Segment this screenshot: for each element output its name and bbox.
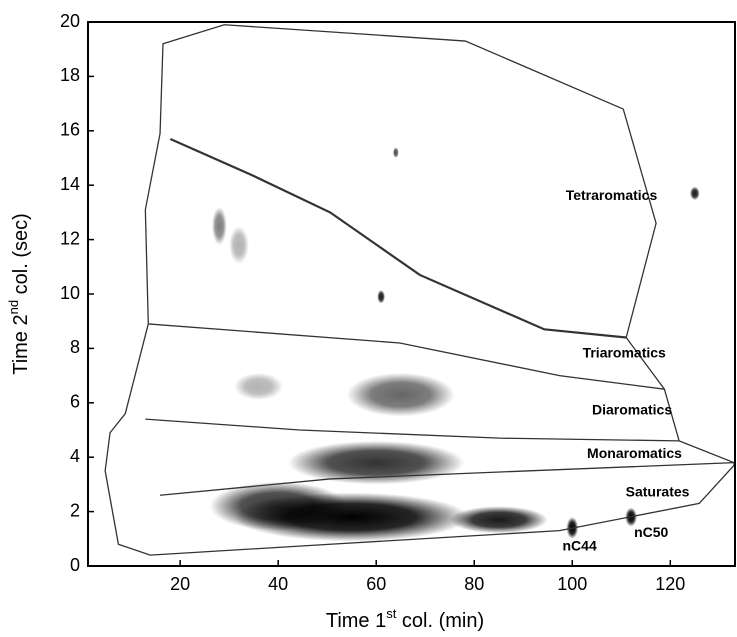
region-boundary [145, 418, 680, 442]
y-tick-label: 18 [60, 65, 80, 85]
region-boundaries [104, 24, 735, 556]
y-label-part: Time 2 [10, 314, 32, 374]
y-tick-label: 20 [60, 11, 80, 31]
spot [689, 186, 700, 201]
region-label: Tetraromatics [566, 187, 658, 203]
region-boundary [169, 137, 627, 339]
spots [209, 147, 700, 542]
x-tick-label: 80 [464, 574, 484, 594]
region-label: Triaromatics [583, 345, 666, 361]
x-tick-label: 60 [366, 574, 386, 594]
x-tick-label: 40 [268, 574, 288, 594]
region-boundary [159, 461, 735, 496]
x-tick-label: 120 [655, 574, 685, 594]
spot [346, 372, 455, 417]
axes: 20 40 60 80 100 120 0 2 4 6 8 10 12 14 16 18 20 [60, 11, 685, 594]
spot [392, 147, 399, 158]
spot [449, 506, 548, 534]
x-label-sup: st [386, 606, 397, 621]
y-tick-label: 14 [60, 174, 80, 194]
x-label-part: col. (min) [396, 610, 484, 632]
y-tick-label: 16 [60, 120, 80, 140]
region-boundary [104, 24, 735, 556]
y-tick-label: 10 [60, 283, 80, 303]
region-label: Monaromatics [587, 445, 682, 461]
y-tick-label: 6 [70, 392, 80, 412]
x-tick-label: 20 [170, 574, 190, 594]
y-tick-label: 4 [70, 446, 80, 466]
spot [212, 206, 227, 246]
region-label: nC44 [563, 538, 597, 554]
spot [377, 289, 386, 304]
y-label-sup: nd [6, 300, 21, 314]
spot [287, 440, 465, 485]
y-tick-label: 2 [70, 500, 80, 520]
spot [234, 372, 284, 401]
spot [209, 481, 347, 531]
spot [229, 226, 249, 265]
region-label: nC50 [634, 524, 668, 540]
x-axis-label: Time 1st col. (min) [326, 606, 484, 632]
y-tick-label: 12 [60, 228, 80, 248]
plot-frame [87, 21, 736, 567]
region-boundary [148, 323, 665, 390]
x-tick-label: 100 [557, 574, 587, 594]
region-label: Diaromatics [592, 402, 672, 418]
y-tick-label: 0 [70, 555, 80, 575]
y-label-part: col. (sec) [10, 213, 32, 300]
x-label-part: Time 1 [326, 610, 386, 632]
region-label: Saturates [626, 483, 690, 499]
y-tick-label: 8 [70, 337, 80, 357]
y-axis-label: Time 2nd col. (sec) [6, 213, 32, 375]
